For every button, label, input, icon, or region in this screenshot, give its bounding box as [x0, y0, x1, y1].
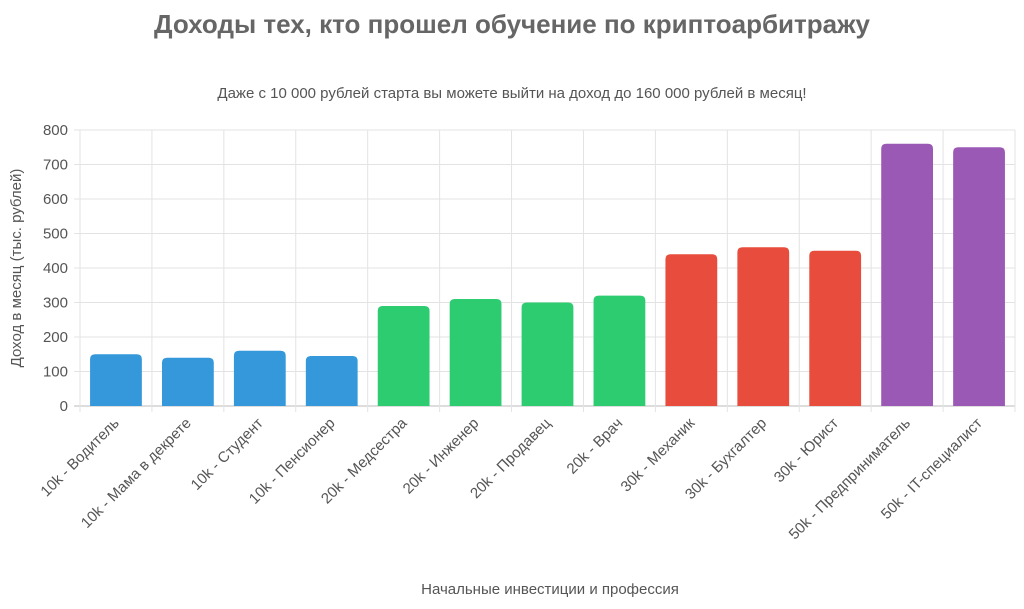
bar[interactable]: [521, 302, 574, 407]
bar[interactable]: [881, 143, 934, 407]
bar[interactable]: [90, 354, 142, 406]
x-tick-label: 10k - Студент: [188, 415, 267, 494]
bar[interactable]: [593, 295, 646, 406]
bar[interactable]: [161, 357, 214, 406]
y-tick-label: 600: [43, 191, 68, 208]
chart-title: Доходы тех, кто прошел обучение по крипт…: [154, 9, 871, 39]
bar[interactable]: [809, 250, 862, 406]
bar[interactable]: [737, 247, 790, 406]
y-tick-label: 700: [43, 157, 68, 174]
bar[interactable]: [449, 299, 502, 406]
x-axis-label: Начальные инвестиции и профессия: [421, 581, 679, 598]
y-tick-label: 200: [43, 329, 68, 346]
y-tick-label: 300: [43, 295, 68, 312]
y-tick-label: 0: [60, 398, 68, 415]
y-tick-label: 500: [43, 226, 68, 243]
bar[interactable]: [377, 305, 430, 406]
bar[interactable]: [233, 350, 286, 406]
x-tick-label: 20k - Врач: [564, 415, 627, 478]
x-tick-label: 20k - Инженер: [400, 415, 483, 498]
x-tick-label: 30k - Юрист: [771, 415, 842, 486]
y-tick-label: 100: [43, 364, 68, 381]
bar[interactable]: [953, 147, 1005, 406]
y-tick-label: 400: [43, 260, 68, 277]
y-axis-label: Доход в месяц (тыс. рублей): [8, 169, 25, 368]
x-tick-label: 30k - Механик: [617, 415, 698, 496]
bar[interactable]: [305, 355, 358, 406]
x-tick-label: 50k - Предприниматель: [786, 415, 914, 543]
y-tick-label: 800: [43, 122, 68, 139]
bar[interactable]: [665, 254, 718, 406]
chart-subtitle: Даже с 10 000 рублей старта вы можете вы…: [217, 85, 806, 102]
